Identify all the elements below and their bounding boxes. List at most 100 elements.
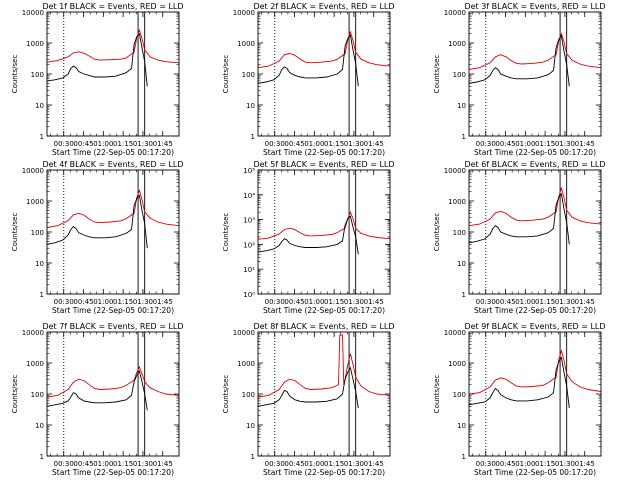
x-tick-label: 00:45 (495, 298, 515, 306)
panel-title: Det 3f BLACK = Events, RED = LLD (464, 2, 605, 11)
x-tick-label: 01:45 (153, 140, 173, 148)
x-axis-label: Start Time (22-Sep-05 00:17:20) (52, 468, 174, 477)
lld-series-line (257, 210, 391, 240)
x-axis-label: Start Time (22-Sep-05 00:17:20) (52, 148, 174, 157)
y-tick-label: 10 (457, 102, 466, 110)
y-axis-label: Counts/sec (433, 55, 441, 94)
y-axis-label: Counts/sec (11, 55, 19, 94)
events-series-line (46, 369, 148, 411)
y-axis-label: Counts/sec (11, 213, 19, 252)
y-tick-label: 10 (246, 422, 255, 430)
x-tick-label: 01:45 (575, 460, 595, 468)
y-tick-label: 100 (453, 391, 466, 399)
x-tick-label: 01:30 (133, 298, 153, 306)
x-tick-label: 00:45 (495, 140, 515, 148)
x-tick-label: 00:30 (265, 140, 285, 148)
panel-title: Det 4f BLACK = Events, RED = LLD (42, 160, 183, 169)
events-series-line (46, 194, 148, 249)
events-series-line (257, 215, 359, 255)
panel-title: Det 2f BLACK = Events, RED = LLD (253, 2, 394, 11)
x-tick-label: 01:15 (324, 140, 344, 148)
y-tick-label: 1 (40, 133, 44, 141)
x-tick-label: 01:30 (133, 140, 153, 148)
x-axis-label: Start Time (22-Sep-05 00:17:20) (474, 306, 596, 315)
x-axis-label: Start Time (22-Sep-05 00:17:20) (263, 306, 385, 315)
detector-panel: Det 6f BLACK = Events, RED = LLD 1 10 100 10… (433, 160, 606, 315)
x-tick-label: 01:30 (344, 140, 364, 148)
y-tick-label: 100 (31, 229, 44, 237)
y-tick-label: 10³ (243, 217, 255, 225)
y-tick-label: 10² (243, 241, 255, 249)
x-axis-label: Start Time (22-Sep-05 00:17:20) (474, 468, 596, 477)
events-series-line (468, 34, 570, 87)
y-tick-label: 100 (31, 391, 44, 399)
y-tick-label: 10⁰ (243, 291, 255, 299)
panel-title: Det 6f BLACK = Events, RED = LLD (464, 160, 605, 169)
x-tick-label: 01:00 (93, 460, 113, 468)
y-axis-label: Counts/sec (11, 375, 19, 414)
plot-frame (257, 169, 391, 295)
x-tick-label: 00:30 (476, 460, 496, 468)
plot-frame (468, 11, 602, 137)
x-tick-label: 01:00 (304, 298, 324, 306)
plot-frame (46, 11, 180, 137)
detector-panel: Det 1f BLACK = Events, RED = LLD 1 10 100 10… (11, 2, 184, 157)
x-axis-label: Start Time (22-Sep-05 00:17:20) (263, 468, 385, 477)
panel-title: Det 9f BLACK = Events, RED = LLD (464, 322, 605, 331)
events-series-line (46, 32, 148, 87)
plot-frame (468, 331, 602, 457)
events-series-line (468, 356, 570, 409)
detector-panel: Det 3f BLACK = Events, RED = LLD 1 10 100 10… (433, 2, 606, 157)
x-tick-label: 01:00 (304, 140, 324, 148)
x-tick-label: 01:15 (113, 140, 133, 148)
x-tick-label: 01:15 (535, 140, 555, 148)
panel-title: Det 5f BLACK = Events, RED = LLD (253, 160, 394, 169)
x-tick-label: 01:15 (113, 298, 133, 306)
x-tick-label: 00:45 (73, 140, 93, 148)
plot-frame (468, 169, 602, 295)
y-axis-label: Counts/sec (222, 375, 230, 414)
y-tick-label: 100 (242, 391, 255, 399)
x-axis-label: Start Time (22-Sep-05 00:17:20) (52, 306, 174, 315)
x-tick-label: 01:00 (304, 460, 324, 468)
detector-panel: Det 4f BLACK = Events, RED = LLD 1 10 100 10… (11, 160, 184, 315)
y-tick-label: 1000 (448, 40, 466, 48)
y-tick-label: 10 (457, 260, 466, 268)
y-axis-label: Counts/sec (222, 213, 230, 252)
y-tick-label: 1 (40, 453, 44, 461)
lld-series-line (46, 28, 180, 64)
x-tick-label: 01:00 (515, 298, 535, 306)
x-tick-label: 00:45 (73, 298, 93, 306)
lld-series-line (468, 32, 602, 70)
x-axis-label: Start Time (22-Sep-05 00:17:20) (474, 148, 596, 157)
lld-series-line (468, 186, 602, 227)
y-axis-label: Counts/sec (222, 55, 230, 94)
y-tick-label: 10000 (233, 9, 255, 17)
y-tick-label: 10 (457, 422, 466, 430)
x-tick-label: 01:45 (575, 140, 595, 148)
y-tick-label: 1000 (26, 198, 44, 206)
y-tick-label: 10000 (233, 329, 255, 337)
y-tick-label: 1 (251, 133, 255, 141)
x-tick-label: 01:00 (515, 140, 535, 148)
y-tick-label: 10⁴ (243, 192, 255, 200)
x-tick-label: 01:30 (344, 460, 364, 468)
lld-series-line (257, 334, 391, 398)
lld-series-line (257, 30, 391, 69)
y-tick-label: 10 (35, 102, 44, 110)
y-tick-label: 10000 (444, 9, 466, 17)
detector-panel: Det 7f BLACK = Events, RED = LLD 1 10 100 10… (11, 322, 184, 477)
detector-panel: Det 9f BLACK = Events, RED = LLD 1 10 100 10… (433, 322, 606, 477)
panel-title: Det 8f BLACK = Events, RED = LLD (253, 322, 394, 331)
y-tick-label: 10000 (22, 329, 44, 337)
x-tick-label: 01:30 (133, 460, 153, 468)
x-tick-label: 01:45 (364, 140, 384, 148)
y-tick-label: 10⁵ (243, 167, 255, 175)
y-tick-label: 1000 (237, 360, 255, 368)
x-tick-label: 01:15 (535, 460, 555, 468)
x-tick-label: 01:45 (575, 298, 595, 306)
x-tick-label: 01:00 (515, 460, 535, 468)
x-tick-label: 01:30 (555, 298, 575, 306)
